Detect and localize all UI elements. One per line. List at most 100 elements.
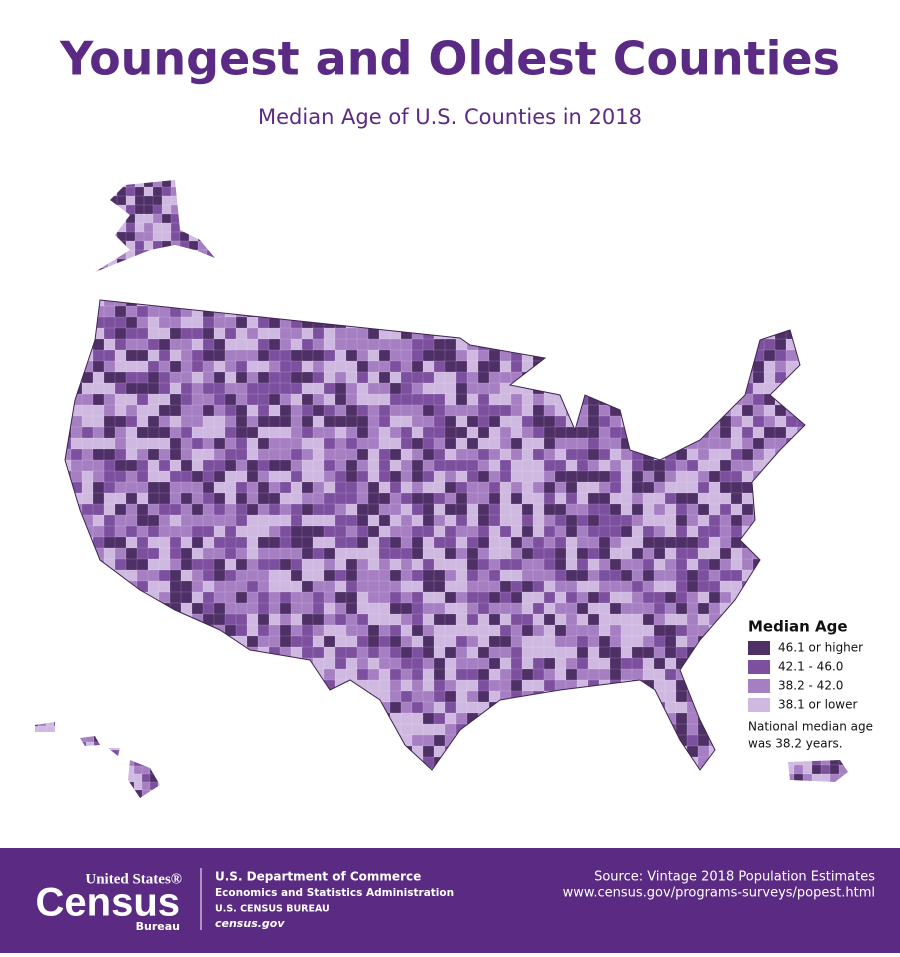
county [752,437,765,450]
county [466,426,479,439]
county [400,602,413,615]
county [587,470,600,483]
county [345,492,358,505]
county [642,492,655,505]
county [213,382,226,395]
county [290,503,303,516]
county [400,679,413,692]
county [565,470,578,483]
county [708,580,721,593]
county [466,679,479,692]
county [576,613,589,626]
county [70,415,83,428]
county [257,558,270,571]
county [134,213,145,224]
county [763,437,776,450]
county [169,547,182,560]
county [609,547,622,560]
county [477,514,490,527]
county [378,558,391,571]
county [279,492,292,505]
county [301,426,314,439]
county [664,459,677,472]
county [378,437,391,450]
county [136,415,149,428]
county [510,393,523,406]
county [191,602,204,615]
county [455,602,468,615]
county [169,558,182,571]
county [312,547,325,560]
county [290,536,303,549]
county [488,668,501,681]
county [378,580,391,593]
county [290,624,303,637]
county [356,591,369,604]
county [521,393,534,406]
county [763,404,776,417]
county [642,668,655,681]
county [268,503,281,516]
county [400,547,413,560]
county [543,635,556,648]
agency-line: census.gov [215,917,285,930]
county [587,536,600,549]
county [422,701,435,714]
county [257,349,270,362]
county [279,635,292,648]
county [290,591,303,604]
county [103,360,116,373]
county [565,503,578,516]
county [752,360,765,373]
county [389,580,402,593]
county [114,448,127,461]
county [213,393,226,406]
county [521,481,534,494]
county [213,459,226,472]
county [389,404,402,417]
county [158,349,171,362]
county [312,393,325,406]
county [697,547,710,560]
county [125,305,138,318]
county [708,569,721,582]
county [587,503,600,516]
county [510,415,523,428]
county [301,569,314,582]
county [301,646,314,659]
county [125,481,138,494]
county [422,613,435,626]
county [367,404,380,417]
county [367,459,380,472]
county [620,547,633,560]
county [224,371,237,384]
county [620,492,633,505]
county [455,360,468,373]
county [81,492,94,505]
county [125,470,138,483]
county [301,437,314,450]
county [136,382,149,395]
county [301,327,314,340]
county [279,448,292,461]
county [133,765,143,775]
county [136,393,149,406]
county [488,525,501,538]
county [455,459,468,472]
county [279,349,292,362]
county [433,459,446,472]
county [323,536,336,549]
county [202,349,215,362]
county [730,415,743,428]
county [411,569,424,582]
county [334,591,347,604]
county [411,503,424,516]
county [609,569,622,582]
county [334,613,347,626]
county [213,481,226,494]
county [224,448,237,461]
county [620,536,633,549]
county [631,602,644,615]
county [400,723,413,736]
county [499,459,512,472]
